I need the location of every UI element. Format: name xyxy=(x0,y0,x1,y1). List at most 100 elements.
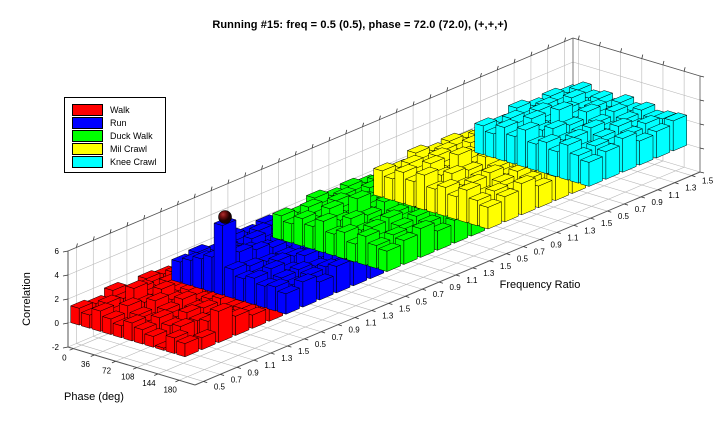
bar xyxy=(384,226,408,236)
bar xyxy=(523,110,546,119)
freq-tick xyxy=(388,302,393,305)
grid-line xyxy=(572,61,701,101)
freq-tick-label: 0.5 xyxy=(517,255,529,264)
bar xyxy=(304,223,314,250)
freq-tick xyxy=(422,288,427,291)
bar xyxy=(243,306,267,316)
bar xyxy=(569,81,592,91)
freq-tick-label: 0.7 xyxy=(231,375,243,384)
freq-tick xyxy=(438,281,444,284)
bar xyxy=(468,197,478,227)
bars xyxy=(70,81,687,358)
right-z-tick xyxy=(699,123,705,126)
freq-axis-line xyxy=(194,171,701,386)
bar xyxy=(335,224,359,233)
bar xyxy=(384,176,394,201)
freq-tick-label: 1.5 xyxy=(702,177,714,186)
bar xyxy=(485,182,509,192)
bar xyxy=(348,190,371,200)
bar xyxy=(70,299,93,309)
bar xyxy=(586,137,610,147)
bar xyxy=(226,307,250,317)
bar xyxy=(224,261,247,270)
bar xyxy=(272,213,282,241)
phase-tick xyxy=(90,354,95,357)
freq-tick xyxy=(539,239,545,242)
top-edge-tick xyxy=(278,158,280,163)
bar xyxy=(224,266,234,299)
bar xyxy=(241,257,264,267)
bar xyxy=(561,116,584,126)
bar xyxy=(176,335,199,344)
bar xyxy=(582,119,605,129)
bar xyxy=(256,283,266,309)
bar xyxy=(102,316,112,335)
right-z-tick xyxy=(699,171,705,174)
phase-tick xyxy=(154,373,159,376)
bar xyxy=(137,270,161,279)
bar xyxy=(420,222,435,258)
z-tick-label: 2 xyxy=(55,295,60,304)
freq-tick xyxy=(523,246,528,249)
phase-tick xyxy=(111,360,116,364)
freq-tick xyxy=(691,175,696,178)
top-edge-tick xyxy=(244,172,247,177)
legend-label-run: Run xyxy=(110,117,127,128)
freq-tick-label: 0.5 xyxy=(214,382,226,391)
bar xyxy=(262,260,285,270)
bar xyxy=(339,177,363,187)
bar xyxy=(449,146,472,156)
bar xyxy=(521,177,536,216)
bar xyxy=(289,261,313,270)
legend[interactable]: Walk Run Duck Walk Mil Crawl Knee Crawl xyxy=(64,97,166,173)
bar xyxy=(436,179,460,188)
top-edge-tick xyxy=(76,243,78,248)
freq-tick-label: 0.9 xyxy=(551,240,563,249)
bar xyxy=(306,189,329,199)
bar xyxy=(367,242,377,269)
bar xyxy=(559,142,569,181)
bar xyxy=(243,230,266,240)
top-edge-tick xyxy=(193,193,196,198)
top-edge-tick xyxy=(530,51,533,56)
bar xyxy=(230,243,254,253)
bar xyxy=(411,220,435,229)
bar xyxy=(609,117,633,127)
freq-tick xyxy=(321,331,326,334)
top-edge-tick xyxy=(311,143,314,149)
bar xyxy=(565,128,588,138)
freq-tick-label: 1.5 xyxy=(399,304,411,313)
top-edge-tick xyxy=(227,179,230,184)
top-edge-tick xyxy=(547,44,550,49)
bar xyxy=(405,178,415,208)
bar xyxy=(395,232,418,241)
bar xyxy=(314,218,324,253)
x-axis-label: Phase (deg) xyxy=(64,391,124,403)
peak-marker-sphere xyxy=(218,210,232,224)
top-edge-tick xyxy=(599,41,601,47)
bar xyxy=(537,139,547,174)
bar xyxy=(605,103,628,112)
bar xyxy=(373,162,396,172)
bar xyxy=(479,204,489,230)
bar xyxy=(266,278,290,288)
bar xyxy=(400,154,424,164)
z-tick-label: 6 xyxy=(55,247,60,256)
bar xyxy=(165,335,175,354)
bar xyxy=(283,221,293,244)
phase-tick-label: 72 xyxy=(102,366,111,375)
bar xyxy=(516,127,526,168)
top-edge-tick xyxy=(480,72,482,78)
phase-tick xyxy=(175,379,180,383)
bar xyxy=(394,169,404,204)
bar xyxy=(367,237,391,246)
bar xyxy=(314,212,338,222)
freq-tick-label: 0.7 xyxy=(433,290,445,299)
bar xyxy=(245,269,269,279)
freq-tick-label: 0.5 xyxy=(315,340,327,349)
legend-item-mil-crawl: Mil Crawl xyxy=(72,142,157,155)
bar xyxy=(294,273,317,283)
freq-tick xyxy=(236,366,242,369)
legend-swatch-walk xyxy=(72,103,103,116)
bar xyxy=(378,248,388,272)
